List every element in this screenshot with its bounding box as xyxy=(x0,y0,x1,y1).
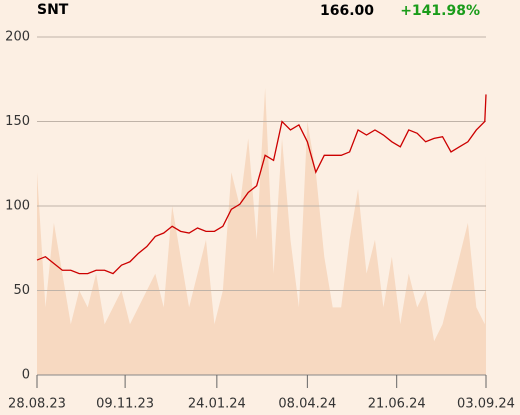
y-tick-label: 0 xyxy=(22,368,30,383)
change: +141.98% xyxy=(400,3,480,19)
y-tick-label: 150 xyxy=(5,114,30,129)
volume-area xyxy=(37,87,486,375)
price-line xyxy=(36,94,487,275)
chart-title: SNT xyxy=(37,2,69,18)
price: 166.00 xyxy=(320,3,374,19)
y-tick-label: 200 xyxy=(5,30,30,45)
x-tick-label: 09.11.23 xyxy=(96,397,154,412)
x-tick-label: 03.09.24 xyxy=(457,397,515,412)
x-tick-label: 28.08.23 xyxy=(8,397,66,412)
y-tick-label: 100 xyxy=(5,199,30,214)
y-tick-label: 50 xyxy=(13,283,30,298)
x-tick-label: 08.04.24 xyxy=(278,397,336,412)
x-tick-label: 24.01.24 xyxy=(188,397,246,412)
x-tick-label: 21.06.24 xyxy=(368,397,426,412)
